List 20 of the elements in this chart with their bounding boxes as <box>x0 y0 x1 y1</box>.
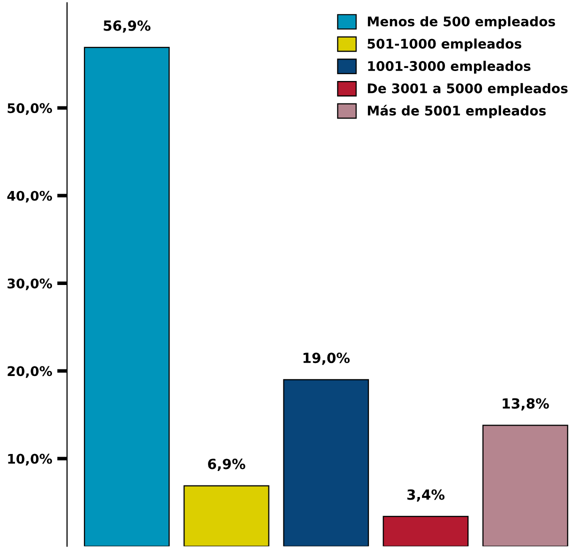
legend-label: Menos de 500 empleados <box>368 16 556 29</box>
data-label: 19,0% <box>304 352 350 365</box>
data-label: 56,9% <box>104 20 150 33</box>
y-tick-label: 30,0% <box>8 278 52 290</box>
legend-label: Más de 5001 empleados <box>368 104 546 118</box>
data-label: 6,9% <box>208 458 246 471</box>
y-tick-label: 10,0% <box>8 454 52 466</box>
y-tick-label: 40,0% <box>7 190 52 202</box>
legend-label: De 3001 a 5000 empleados <box>368 83 568 96</box>
bar <box>482 424 568 546</box>
legend-label: 1001-3000 empleados <box>368 60 530 74</box>
y-tick-label: 20,0% <box>8 366 52 378</box>
bar <box>84 46 170 546</box>
y-tick-label: 50,0% <box>8 103 52 115</box>
bar <box>382 516 469 546</box>
bar <box>283 379 369 546</box>
data-label: 3,4% <box>407 489 444 502</box>
legend-label: 501-1000 empleados <box>368 38 522 52</box>
data-label: 13,8% <box>502 398 549 410</box>
bar <box>184 485 270 546</box>
